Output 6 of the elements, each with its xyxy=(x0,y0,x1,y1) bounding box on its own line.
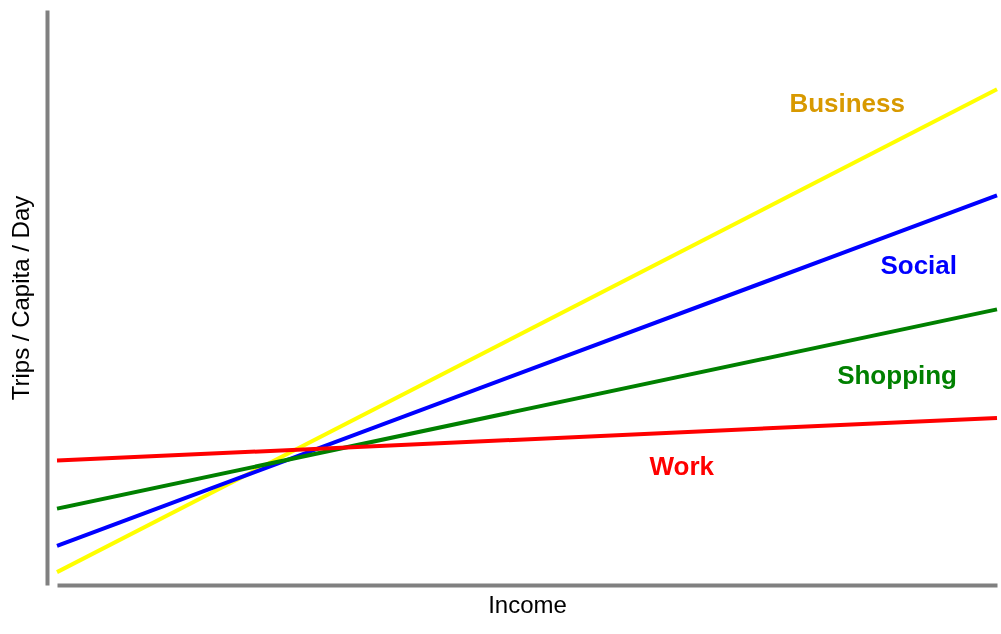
x-axis-title: Income xyxy=(488,590,567,618)
series-label: Work xyxy=(649,450,715,481)
series-label: Shopping xyxy=(837,360,957,391)
series-label: Business xyxy=(789,88,905,119)
series-label: Social xyxy=(880,250,957,281)
y-axis-title: Trips / Capita / Day xyxy=(6,195,34,401)
